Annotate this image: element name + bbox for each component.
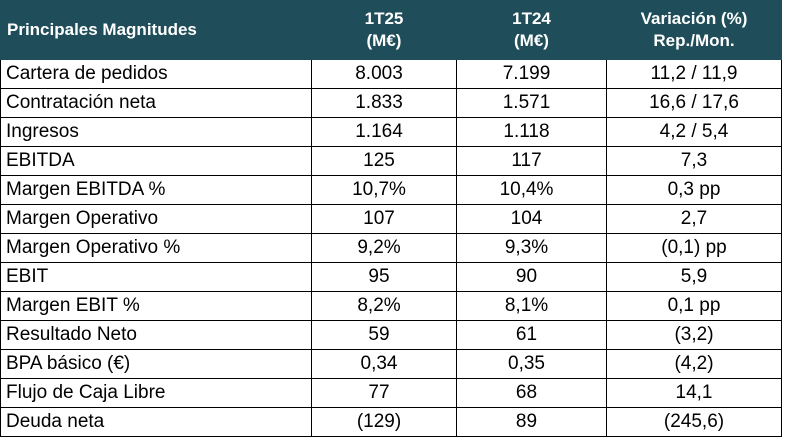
value-1t25: 8,2%	[311, 291, 457, 321]
table-row: Resultado Neto 59 61 (3,2)	[0, 320, 782, 350]
value-1t25: 8.003	[311, 59, 457, 89]
row-label: EBITDA	[0, 146, 312, 176]
row-label: EBIT	[0, 262, 312, 292]
table-row: Margen Operativo 107 104 2,7	[0, 204, 782, 234]
value-1t24: 61	[456, 320, 607, 350]
header-1t24-unit: (M€)	[514, 31, 549, 50]
value-variation: 11,2 / 11,9	[606, 59, 782, 89]
value-1t25: 59	[311, 320, 457, 350]
value-variation: 4,2 / 5,4	[606, 117, 782, 147]
row-label: Resultado Neto	[0, 320, 312, 350]
header-1t24: 1T24 (M€)	[456, 0, 607, 60]
value-1t25: 0,34	[311, 349, 457, 379]
value-variation: 16,6 / 17,6	[606, 88, 782, 118]
table-row: Cartera de pedidos 8.003 7.199 11,2 / 11,9	[0, 59, 782, 89]
value-1t24: 1.571	[456, 88, 607, 118]
value-1t25: 107	[311, 204, 457, 234]
row-label: Cartera de pedidos	[0, 59, 312, 89]
value-variation: (0,1) pp	[606, 233, 782, 263]
header-1t25: 1T25 (M€)	[311, 0, 457, 60]
value-1t25: 10,7%	[311, 175, 457, 205]
value-variation: (3,2)	[606, 320, 782, 350]
table-row: EBITDA 125 117 7,3	[0, 146, 782, 176]
header-variation: Variación (%) Rep./Mon.	[606, 0, 782, 60]
value-1t25: 77	[311, 378, 457, 408]
header-1t24-period: 1T24	[512, 9, 551, 28]
value-variation: 0,3 pp	[606, 175, 782, 205]
row-label: Margen EBIT %	[0, 291, 312, 321]
table-row: Ingresos 1.164 1.118 4,2 / 5,4	[0, 117, 782, 147]
table-header: Principales Magnitudes 1T25 (M€) 1T24 (M…	[0, 0, 782, 60]
value-1t25: (129)	[311, 407, 457, 437]
row-label: Deuda neta	[0, 407, 312, 437]
row-label: Margen EBITDA %	[0, 175, 312, 205]
value-1t24: 89	[456, 407, 607, 437]
table-row: EBIT 95 90 5,9	[0, 262, 782, 292]
key-figures-table-wrapper: Principales Magnitudes 1T25 (M€) 1T24 (M…	[0, 0, 782, 437]
value-1t25: 1.833	[311, 88, 457, 118]
header-1t25-period: 1T25	[364, 9, 404, 28]
table-row: BPA básico (€) 0,34 0,35 (4,2)	[0, 349, 782, 379]
row-label: BPA básico (€)	[0, 349, 312, 379]
header-variation-subtitle: Rep./Mon.	[653, 31, 735, 50]
header-row: Principales Magnitudes 1T25 (M€) 1T24 (M…	[0, 0, 782, 60]
value-1t24: 7.199	[456, 59, 607, 89]
value-1t25: 95	[311, 262, 457, 292]
value-1t25: 9,2%	[311, 233, 457, 263]
value-variation: 14,1	[606, 378, 782, 408]
table-body: Cartera de pedidos 8.003 7.199 11,2 / 11,9 C…	[0, 59, 782, 437]
key-figures-table: Principales Magnitudes 1T25 (M€) 1T24 (M…	[0, 0, 782, 437]
value-variation: 5,9	[606, 262, 782, 292]
row-label: Margen Operativo %	[0, 233, 312, 263]
header-title: Principales Magnitudes	[0, 0, 312, 60]
value-1t24: 8,1%	[456, 291, 607, 321]
value-variation: 2,7	[606, 204, 782, 234]
table-row: Flujo de Caja Libre 77 68 14,1	[0, 378, 782, 408]
row-label: Contratación neta	[0, 88, 312, 118]
table-row: Contratación neta 1.833 1.571 16,6 / 17,6	[0, 88, 782, 118]
table-row: Margen EBITDA % 10,7% 10,4% 0,3 pp	[0, 175, 782, 205]
header-variation-title: Variación (%)	[640, 9, 748, 28]
value-1t24: 1.118	[456, 117, 607, 147]
value-1t24: 0,35	[456, 349, 607, 379]
table-row: Margen Operativo % 9,2% 9,3% (0,1) pp	[0, 233, 782, 263]
table-row: Margen EBIT % 8,2% 8,1% 0,1 pp	[0, 291, 782, 321]
value-1t25: 1.164	[311, 117, 457, 147]
value-1t24: 104	[456, 204, 607, 234]
value-variation: (4,2)	[606, 349, 782, 379]
value-1t24: 9,3%	[456, 233, 607, 263]
value-1t24: 68	[456, 378, 607, 408]
header-1t25-unit: (M€)	[366, 31, 402, 50]
row-label: Margen Operativo	[0, 204, 312, 234]
value-1t25: 125	[311, 146, 457, 176]
value-variation: 7,3	[606, 146, 782, 176]
row-label: Flujo de Caja Libre	[0, 378, 312, 408]
table-row: Deuda neta (129) 89 (245,6)	[0, 407, 782, 437]
value-1t24: 90	[456, 262, 607, 292]
row-label: Ingresos	[0, 117, 312, 147]
value-variation: 0,1 pp	[606, 291, 782, 321]
value-1t24: 10,4%	[456, 175, 607, 205]
value-variation: (245,6)	[606, 407, 782, 437]
value-1t24: 117	[456, 146, 607, 176]
